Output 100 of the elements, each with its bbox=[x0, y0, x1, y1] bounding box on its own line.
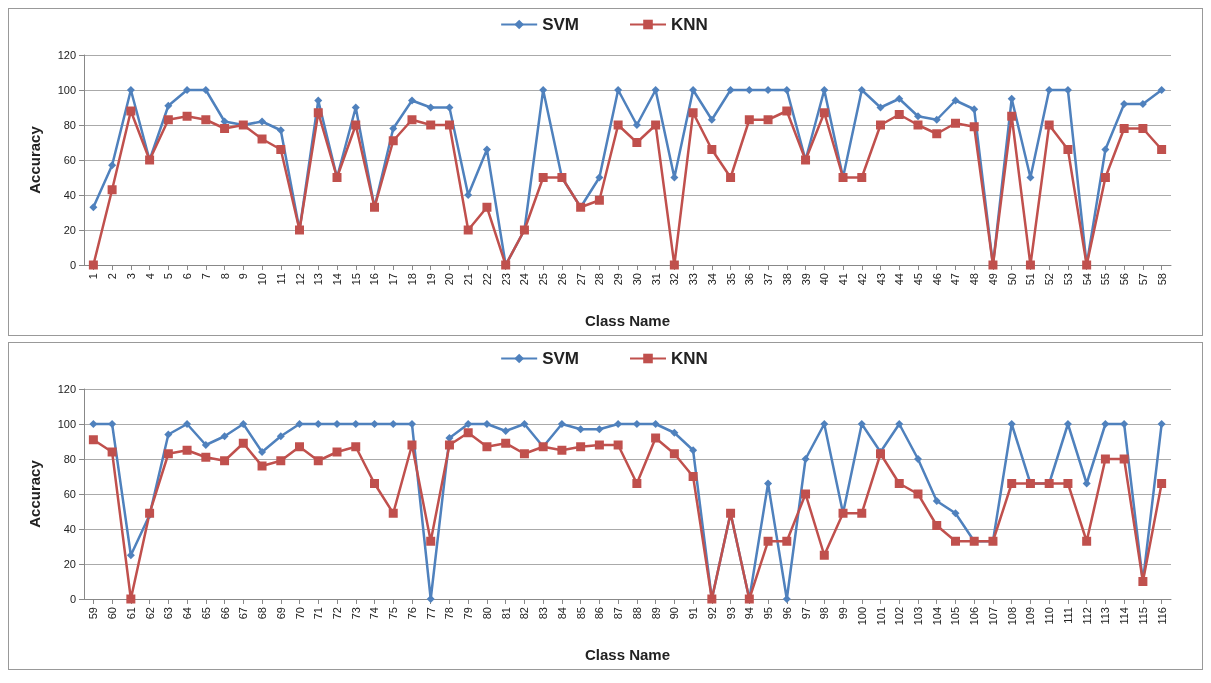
point bbox=[126, 594, 136, 604]
point bbox=[594, 440, 604, 450]
x-tick-label: 112 bbox=[1080, 607, 1093, 625]
x-tick-label: 107 bbox=[986, 607, 999, 626]
point bbox=[819, 550, 829, 560]
x-tick-label: 82 bbox=[518, 607, 531, 620]
point bbox=[651, 86, 660, 94]
point bbox=[669, 260, 679, 270]
x-tick-label: 51 bbox=[1024, 273, 1037, 286]
x-tick-label: 33 bbox=[687, 273, 700, 286]
x-tick-label: 66 bbox=[218, 607, 231, 620]
point bbox=[1007, 479, 1017, 488]
x-tick-label: 56 bbox=[1118, 273, 1131, 286]
x-tick-label: 109 bbox=[1024, 607, 1037, 626]
point bbox=[669, 449, 679, 459]
point bbox=[519, 449, 529, 459]
point bbox=[1101, 420, 1110, 428]
x-tick-label: 25 bbox=[537, 273, 550, 286]
point bbox=[688, 108, 698, 118]
x-tick-label: 31 bbox=[649, 273, 662, 286]
point bbox=[444, 440, 454, 450]
point bbox=[1100, 454, 1110, 464]
x-tick-label: 71 bbox=[312, 607, 325, 620]
point bbox=[595, 425, 604, 434]
point bbox=[1157, 86, 1166, 94]
point bbox=[782, 106, 792, 116]
x-tick-label: 46 bbox=[930, 273, 943, 286]
x-tick-label: 3 bbox=[124, 273, 137, 280]
point bbox=[276, 145, 286, 154]
point bbox=[501, 438, 511, 448]
x-tick-label: 49 bbox=[986, 273, 999, 286]
point bbox=[426, 595, 435, 603]
point bbox=[426, 120, 436, 130]
x-tick-label: 18 bbox=[405, 273, 418, 286]
point bbox=[1157, 479, 1167, 488]
point bbox=[820, 420, 829, 428]
point bbox=[932, 521, 942, 530]
x-tick-label: 75 bbox=[387, 607, 400, 620]
point bbox=[595, 173, 604, 182]
point bbox=[164, 101, 173, 110]
point bbox=[220, 432, 229, 441]
x-tick-label: 110 bbox=[1043, 607, 1056, 625]
x-tick-label: 6 bbox=[181, 273, 194, 280]
x-tick-label: 29 bbox=[612, 273, 625, 286]
point bbox=[463, 428, 473, 438]
point bbox=[445, 103, 454, 112]
x-tick-label: 95 bbox=[762, 607, 775, 620]
x-tick-label: 108 bbox=[1005, 607, 1018, 626]
point bbox=[220, 456, 230, 466]
x-tick-label: 89 bbox=[649, 607, 662, 620]
point bbox=[1007, 111, 1017, 121]
point bbox=[1157, 420, 1166, 428]
point bbox=[482, 145, 491, 154]
point bbox=[1025, 260, 1035, 270]
y-tick-label: 60 bbox=[63, 154, 76, 166]
x-tick-label: 92 bbox=[705, 607, 718, 620]
point bbox=[689, 446, 698, 455]
x-tick-label: 2 bbox=[106, 273, 119, 280]
point bbox=[276, 432, 285, 441]
x-tick-label: 64 bbox=[181, 607, 194, 620]
point bbox=[632, 121, 641, 129]
x-tick-label: 44 bbox=[893, 273, 906, 286]
point bbox=[426, 536, 436, 546]
x-tick-label: 58 bbox=[1155, 273, 1168, 286]
point bbox=[182, 445, 192, 455]
point bbox=[557, 445, 567, 455]
x-tick-label: 5 bbox=[162, 273, 175, 280]
x-tick-label: 77 bbox=[424, 607, 437, 620]
point bbox=[1101, 145, 1110, 154]
x-tick-label: 101 bbox=[874, 607, 887, 626]
point bbox=[764, 479, 773, 488]
point bbox=[163, 115, 173, 125]
point bbox=[613, 120, 623, 130]
point bbox=[88, 260, 98, 270]
point bbox=[1082, 536, 1092, 546]
point bbox=[351, 442, 361, 452]
x-tick-label: 59 bbox=[87, 607, 100, 620]
x-tick-label: 114 bbox=[1118, 607, 1131, 625]
point bbox=[407, 96, 416, 105]
point bbox=[407, 115, 417, 125]
point bbox=[220, 124, 230, 133]
x-tick-label: 50 bbox=[1005, 273, 1018, 286]
x-tick-label: 43 bbox=[874, 273, 887, 286]
y-tick-label: 80 bbox=[63, 119, 76, 131]
x-tick-label: 93 bbox=[724, 607, 737, 620]
point bbox=[407, 440, 417, 450]
point bbox=[857, 86, 866, 94]
point bbox=[107, 185, 117, 195]
x-tick-label: 55 bbox=[1099, 273, 1112, 286]
point bbox=[614, 86, 623, 94]
point bbox=[238, 438, 248, 448]
point bbox=[819, 108, 829, 118]
point bbox=[163, 449, 173, 459]
x-tick-label: 79 bbox=[462, 607, 475, 620]
point bbox=[576, 425, 585, 434]
x-tick-label: 26 bbox=[555, 273, 568, 286]
x-tick-label: 48 bbox=[968, 273, 981, 286]
x-tick-label: 96 bbox=[780, 607, 793, 620]
x-tick-label: 34 bbox=[705, 273, 718, 286]
x-tick-label: 116 bbox=[1155, 607, 1168, 625]
